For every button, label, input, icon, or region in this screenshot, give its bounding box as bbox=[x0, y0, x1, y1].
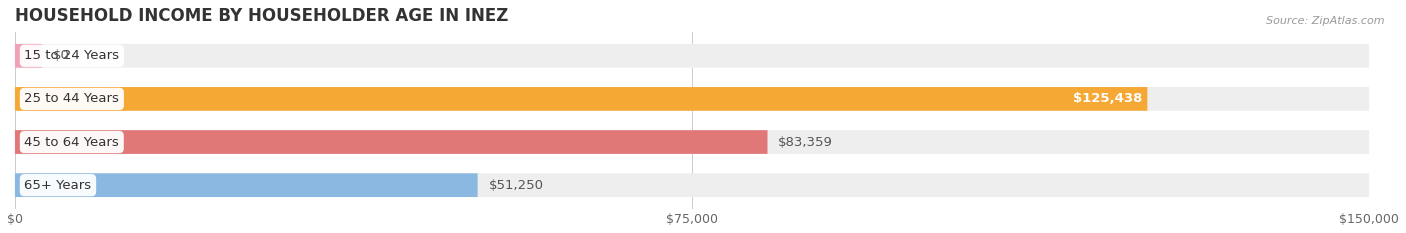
Text: $125,438: $125,438 bbox=[1073, 93, 1142, 105]
FancyBboxPatch shape bbox=[15, 44, 42, 68]
Text: 65+ Years: 65+ Years bbox=[24, 179, 91, 192]
Text: 15 to 24 Years: 15 to 24 Years bbox=[24, 49, 120, 62]
FancyBboxPatch shape bbox=[15, 87, 1369, 111]
FancyBboxPatch shape bbox=[15, 173, 478, 197]
Text: HOUSEHOLD INCOME BY HOUSEHOLDER AGE IN INEZ: HOUSEHOLD INCOME BY HOUSEHOLDER AGE IN I… bbox=[15, 7, 509, 25]
Text: $83,359: $83,359 bbox=[779, 136, 834, 148]
Text: Source: ZipAtlas.com: Source: ZipAtlas.com bbox=[1267, 16, 1385, 26]
FancyBboxPatch shape bbox=[15, 173, 1369, 197]
Text: $0: $0 bbox=[53, 49, 70, 62]
FancyBboxPatch shape bbox=[15, 87, 1147, 111]
FancyBboxPatch shape bbox=[15, 130, 768, 154]
Text: 25 to 44 Years: 25 to 44 Years bbox=[24, 93, 120, 105]
FancyBboxPatch shape bbox=[15, 44, 1369, 68]
Text: 45 to 64 Years: 45 to 64 Years bbox=[24, 136, 120, 148]
Text: $51,250: $51,250 bbox=[488, 179, 544, 192]
FancyBboxPatch shape bbox=[15, 130, 1369, 154]
